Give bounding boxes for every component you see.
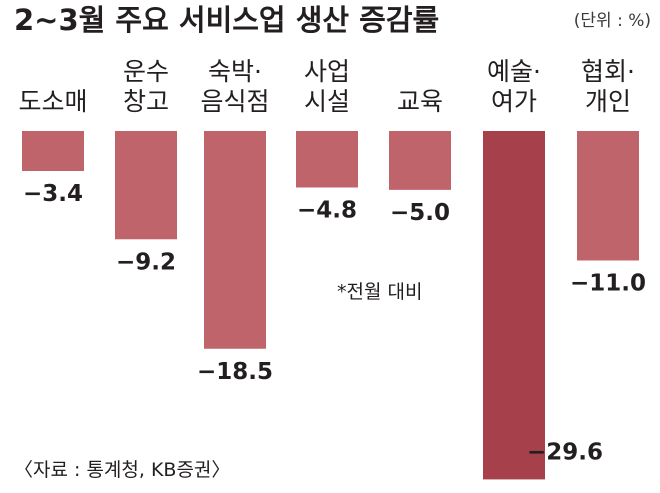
category-label-5-1: 여가: [491, 87, 537, 116]
bar-6: [577, 131, 639, 261]
note-label: *전월 대비: [337, 281, 422, 303]
category-label-1-0: 운수: [123, 57, 169, 86]
bar-2: [204, 131, 266, 349]
unit-label: (단위 : %): [574, 11, 651, 31]
source-label: 〈자료 : 통계청, KB증권〉: [14, 459, 230, 481]
value-label-4: −5.0: [390, 200, 450, 226]
category-label-1-1: 창고: [123, 87, 169, 116]
category-label-4-0: 교육: [397, 87, 443, 116]
bar-4: [389, 131, 451, 190]
value-label-1: −9.2: [116, 249, 176, 275]
bar-0: [22, 131, 84, 172]
category-label-3-1: 시설: [304, 87, 350, 116]
value-labels: −3.4 −9.2 −18.5 −4.8 −5.0 −29.6 −11.0: [23, 181, 646, 465]
bar-5: [483, 131, 545, 480]
value-label-2: −18.5: [197, 359, 273, 385]
chart-title: 2~3월 주요 서비스업 생산 증감률: [14, 3, 439, 37]
bar-3: [296, 131, 358, 188]
bar-1: [115, 131, 177, 240]
value-label-6: −11.0: [570, 270, 646, 296]
value-label-0: −3.4: [23, 181, 83, 207]
category-label-5-0: 예술·: [487, 57, 541, 86]
category-label-2-1: 음식점: [200, 87, 269, 116]
category-label-2-0: 숙박·: [208, 57, 262, 86]
category-label-0-0: 도소매: [18, 87, 87, 116]
value-label-3: −4.8: [297, 197, 357, 223]
value-label-5: −29.6: [527, 439, 603, 465]
category-label-3-0: 사업: [304, 57, 350, 86]
bars-layer: [22, 131, 639, 480]
category-label-6-1: 개인: [585, 87, 631, 116]
category-label-6-0: 협회·: [581, 57, 635, 86]
